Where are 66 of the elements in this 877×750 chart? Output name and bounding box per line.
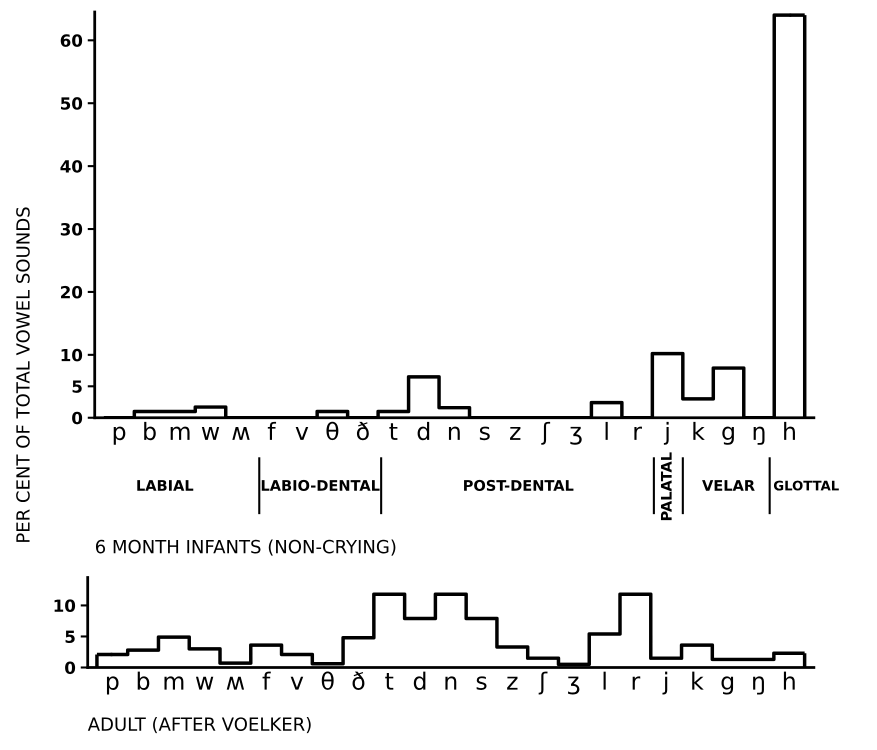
x-tick-label: ŋ: [753, 676, 764, 695]
x-tick-label: r: [634, 426, 642, 440]
x-tick-label: θ: [322, 671, 334, 690]
x-tick-label: k: [693, 422, 705, 440]
x-tick-label: k: [692, 672, 704, 690]
text: LABIAL: [137, 480, 194, 491]
x-tick-label: f: [262, 672, 271, 690]
text: PALATAL: [660, 452, 672, 520]
text: VELAR: [702, 480, 755, 491]
x-tick-label: ð: [356, 422, 369, 440]
x-tick-label: v: [296, 426, 308, 440]
x-tick-label: n: [445, 676, 456, 690]
x-tick-label: z: [507, 676, 518, 690]
text: GLOTTAL: [774, 480, 839, 491]
x-tick-label: h: [784, 672, 795, 690]
y-axis-title: PER CENT OF TOTAL VOWEL SOUNDS: [16, 207, 30, 542]
y-tick-label: 50: [61, 97, 82, 110]
x-tick-label: s: [476, 676, 487, 690]
y-tick-label: 10: [54, 599, 76, 612]
x-tick-label: ʍ: [226, 676, 244, 690]
x-tick-label: m: [164, 676, 184, 690]
text: ADULT (AFTER VOELKER): [88, 717, 311, 734]
y-tick-label: 5: [72, 380, 82, 393]
y-tick-label: 40: [60, 160, 82, 173]
x-tick-label: d: [418, 422, 430, 440]
x-tick-label: b: [138, 672, 150, 690]
y-tick-label: 0: [72, 412, 82, 424]
x-tick-label: m: [170, 426, 190, 440]
x-tick-label: ʃ: [541, 422, 550, 445]
y-tick-label: 20: [61, 286, 82, 299]
x-tick-label: g: [722, 676, 734, 695]
x-tick-label: ʍ: [232, 426, 250, 440]
y-tick-label: 0: [65, 661, 76, 674]
x-tick-label: r: [632, 676, 640, 690]
x-tick-label: j: [662, 672, 668, 695]
x-tick-label: ʒ: [570, 426, 582, 445]
x-tick-label: l: [606, 422, 608, 440]
y-tick-label: 60: [60, 34, 82, 47]
y-tick-label: 10: [62, 348, 82, 362]
x-tick-label: s: [480, 426, 490, 440]
x-tick-label: f: [268, 422, 276, 440]
x-tick-label: b: [144, 422, 156, 440]
y-tick-label: 5: [66, 630, 75, 644]
x-tick-label: z: [510, 426, 520, 440]
text: 6 MONTH INFANTS (NON-CRYING): [96, 539, 396, 556]
x-tick-label: n: [448, 426, 460, 440]
x-tick-label: p: [106, 676, 119, 695]
text: POST-DENTAL: [464, 480, 574, 491]
x-tick-label: θ: [326, 422, 338, 440]
x-tick-label: t: [385, 673, 394, 690]
y-tick-label: 30: [60, 222, 82, 236]
x-tick-label: d: [414, 672, 426, 690]
x-tick-label: ŋ: [754, 426, 764, 445]
x-tick-label: j: [664, 422, 669, 445]
x-tick-label: v: [290, 676, 304, 690]
x-tick-label: ʃ: [538, 672, 548, 695]
x-tick-label: h: [784, 422, 795, 440]
x-tick-label: l: [604, 672, 606, 690]
x-tick-label: w: [196, 676, 214, 690]
x-tick-label: w: [202, 426, 220, 440]
text: LABIO-DENTAL: [262, 480, 380, 491]
x-tick-label: t: [389, 423, 398, 440]
x-tick-label: ð: [352, 672, 364, 690]
x-tick-label: p: [114, 426, 126, 445]
x-tick-label: ʒ: [568, 676, 580, 695]
x-tick-label: g: [722, 426, 734, 445]
